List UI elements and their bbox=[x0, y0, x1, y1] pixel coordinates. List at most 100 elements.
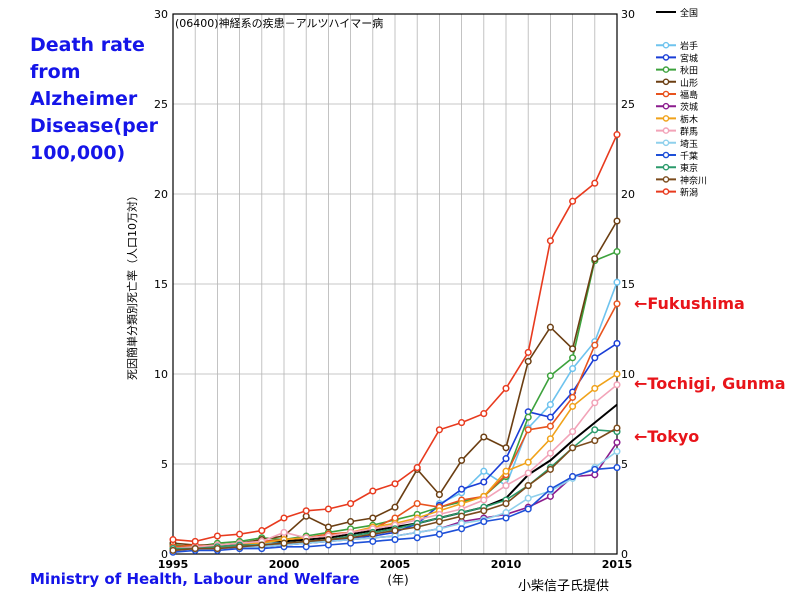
y-tick-label-right: 10 bbox=[621, 368, 635, 381]
data-point bbox=[591, 354, 599, 362]
y-tick-label-left: 0 bbox=[161, 548, 168, 561]
data-point bbox=[502, 455, 510, 463]
data-point bbox=[524, 458, 532, 466]
legend-label: 福島 bbox=[680, 89, 698, 101]
data-point bbox=[391, 527, 399, 535]
legend-marker bbox=[662, 115, 670, 122]
legend-label: 宮城 bbox=[680, 52, 698, 64]
data-point bbox=[524, 357, 532, 365]
data-point bbox=[546, 422, 554, 430]
data-point bbox=[324, 505, 332, 513]
data-point bbox=[391, 503, 399, 511]
data-point bbox=[258, 527, 266, 535]
data-point bbox=[569, 473, 577, 481]
data-point bbox=[458, 419, 466, 427]
y-tick-label-left: 20 bbox=[154, 188, 168, 201]
data-point bbox=[480, 496, 488, 504]
x-axis-label: (年) bbox=[387, 573, 408, 587]
data-point bbox=[480, 478, 488, 486]
data-point bbox=[591, 179, 599, 187]
data-point bbox=[613, 339, 621, 347]
data-point bbox=[369, 514, 377, 522]
data-point bbox=[613, 381, 621, 389]
y-tick-label-right: 25 bbox=[621, 98, 635, 111]
data-point bbox=[347, 534, 355, 542]
legend-marker bbox=[662, 127, 670, 134]
data-point bbox=[524, 482, 532, 490]
data-point bbox=[480, 507, 488, 515]
data-point bbox=[591, 437, 599, 445]
y-tick-label-left: 30 bbox=[154, 8, 168, 21]
data-point bbox=[458, 525, 466, 533]
data-point bbox=[347, 518, 355, 526]
data-point bbox=[435, 518, 443, 526]
data-point bbox=[480, 467, 488, 475]
data-point bbox=[591, 384, 599, 392]
data-point bbox=[569, 197, 577, 205]
x-tick-label: 2010 bbox=[491, 558, 522, 571]
data-point bbox=[391, 536, 399, 544]
data-point bbox=[569, 428, 577, 436]
data-point bbox=[569, 444, 577, 452]
data-point bbox=[302, 537, 310, 545]
data-point bbox=[546, 413, 554, 421]
data-point bbox=[524, 426, 532, 434]
data-point bbox=[613, 424, 621, 432]
legend-marker bbox=[662, 176, 670, 183]
data-point bbox=[546, 237, 554, 245]
data-point bbox=[546, 465, 554, 473]
data-point bbox=[613, 131, 621, 139]
y-tick-label-right: 15 bbox=[621, 278, 635, 291]
data-point bbox=[613, 248, 621, 256]
y-tick-label-left: 15 bbox=[154, 278, 168, 291]
x-tick-label: 2005 bbox=[380, 558, 411, 571]
data-point bbox=[391, 480, 399, 488]
data-point bbox=[524, 413, 532, 421]
data-point bbox=[591, 341, 599, 349]
data-point bbox=[613, 438, 621, 446]
legend-marker bbox=[662, 66, 670, 73]
data-series bbox=[169, 131, 621, 556]
data-point bbox=[324, 523, 332, 531]
data-point bbox=[569, 365, 577, 373]
legend-marker bbox=[662, 78, 670, 86]
legend-label: 全国 bbox=[680, 7, 698, 19]
legend-label: 東京 bbox=[680, 162, 698, 174]
data-point bbox=[569, 345, 577, 353]
legend-label: 群馬 bbox=[680, 126, 698, 138]
y-tick-label-left: 10 bbox=[154, 368, 168, 381]
legend-label: 秋田 bbox=[680, 65, 698, 77]
data-point bbox=[502, 514, 510, 522]
y-tick-label-right: 30 bbox=[621, 8, 635, 21]
data-point bbox=[280, 528, 288, 536]
grid-lines bbox=[172, 13, 618, 555]
data-point bbox=[280, 539, 288, 547]
data-point bbox=[546, 435, 554, 443]
data-point bbox=[191, 537, 199, 545]
legend-marker bbox=[662, 151, 670, 159]
data-point bbox=[502, 384, 510, 392]
data-point bbox=[546, 485, 554, 493]
data-point bbox=[435, 530, 443, 538]
legend-marker bbox=[662, 54, 670, 61]
credit-text: 小柴信子氏提供 bbox=[518, 579, 610, 594]
data-point bbox=[524, 469, 532, 477]
data-point bbox=[613, 300, 621, 308]
data-point bbox=[524, 348, 532, 356]
chart-title: (06400)神経系の疾患－アルツハイマー病 bbox=[175, 16, 383, 30]
data-point bbox=[569, 402, 577, 410]
data-point bbox=[613, 278, 621, 286]
data-point bbox=[546, 449, 554, 457]
data-point bbox=[591, 426, 599, 434]
legend-label: 茨城 bbox=[680, 101, 698, 113]
data-point bbox=[502, 444, 510, 452]
data-point bbox=[302, 507, 310, 515]
x-tick-label: 1995 bbox=[158, 558, 189, 571]
data-point bbox=[369, 537, 377, 545]
legend-marker bbox=[662, 41, 670, 49]
x-tick-label: 2015 bbox=[602, 558, 633, 571]
data-point bbox=[569, 393, 577, 401]
data-point bbox=[613, 370, 621, 378]
